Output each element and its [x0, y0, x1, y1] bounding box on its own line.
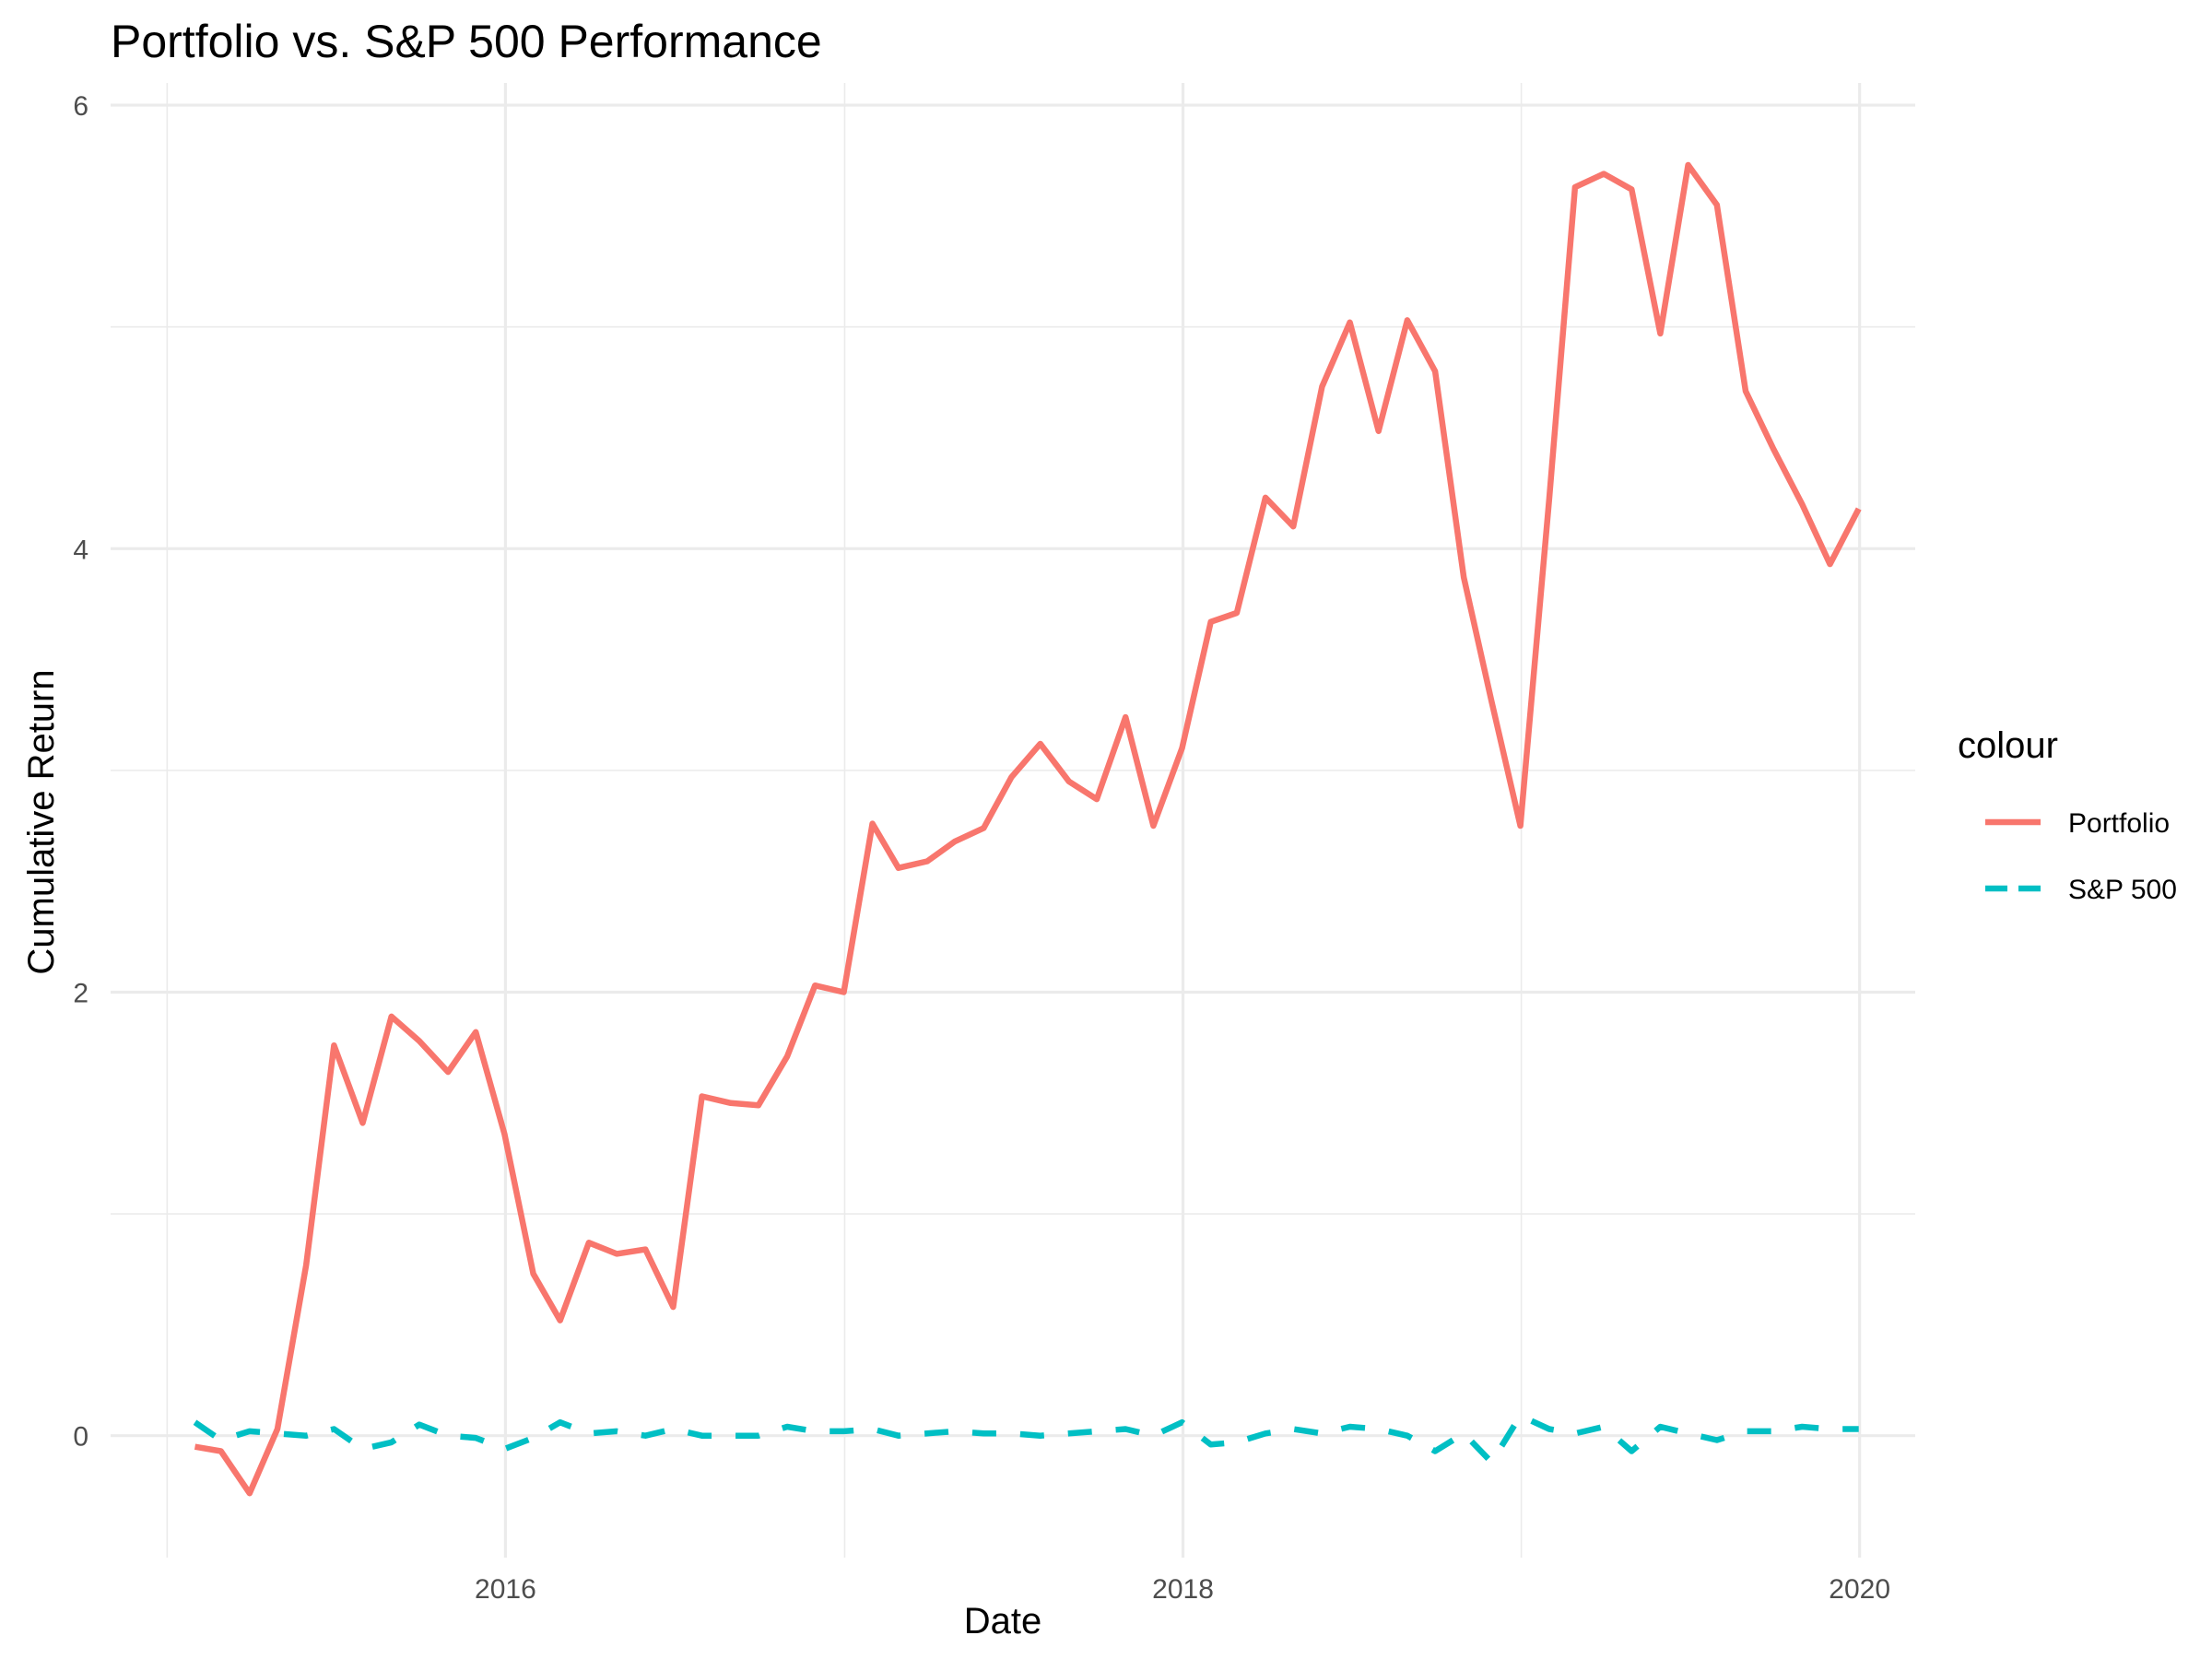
legend-label-s-p-500: S&P 500: [2068, 875, 2177, 905]
x-tick-label: 2016: [475, 1574, 536, 1605]
legend-label-portfolio: Portfolio: [2068, 808, 2170, 839]
y-tick-label: 2: [73, 978, 88, 1008]
x-tick-labels: 2016 2018 2020: [475, 1574, 1890, 1605]
chart-title: Portfolio vs. S&P 500 Performance: [111, 16, 822, 67]
series-lines: [193, 161, 1862, 1497]
y-axis-label: Cumulative Return: [21, 669, 62, 974]
series-line-s-p-500: [193, 1412, 1859, 1465]
y-tick-label: 6: [73, 91, 88, 122]
x-axis-label: Date: [964, 1601, 1042, 1641]
y-tick-labels: 0 2 4 6: [73, 91, 88, 1453]
y-tick-label: 0: [73, 1422, 88, 1453]
x-tick-label: 2018: [1152, 1574, 1214, 1605]
y-tick-label: 4: [73, 535, 88, 565]
series-line-portfolio: [194, 161, 1862, 1497]
grid-lines: [111, 83, 1915, 1558]
legend-title: colour: [1958, 725, 2058, 766]
x-tick-label: 2020: [1829, 1574, 1890, 1605]
legend: colour Portfolio S&P 500: [1958, 725, 2177, 905]
